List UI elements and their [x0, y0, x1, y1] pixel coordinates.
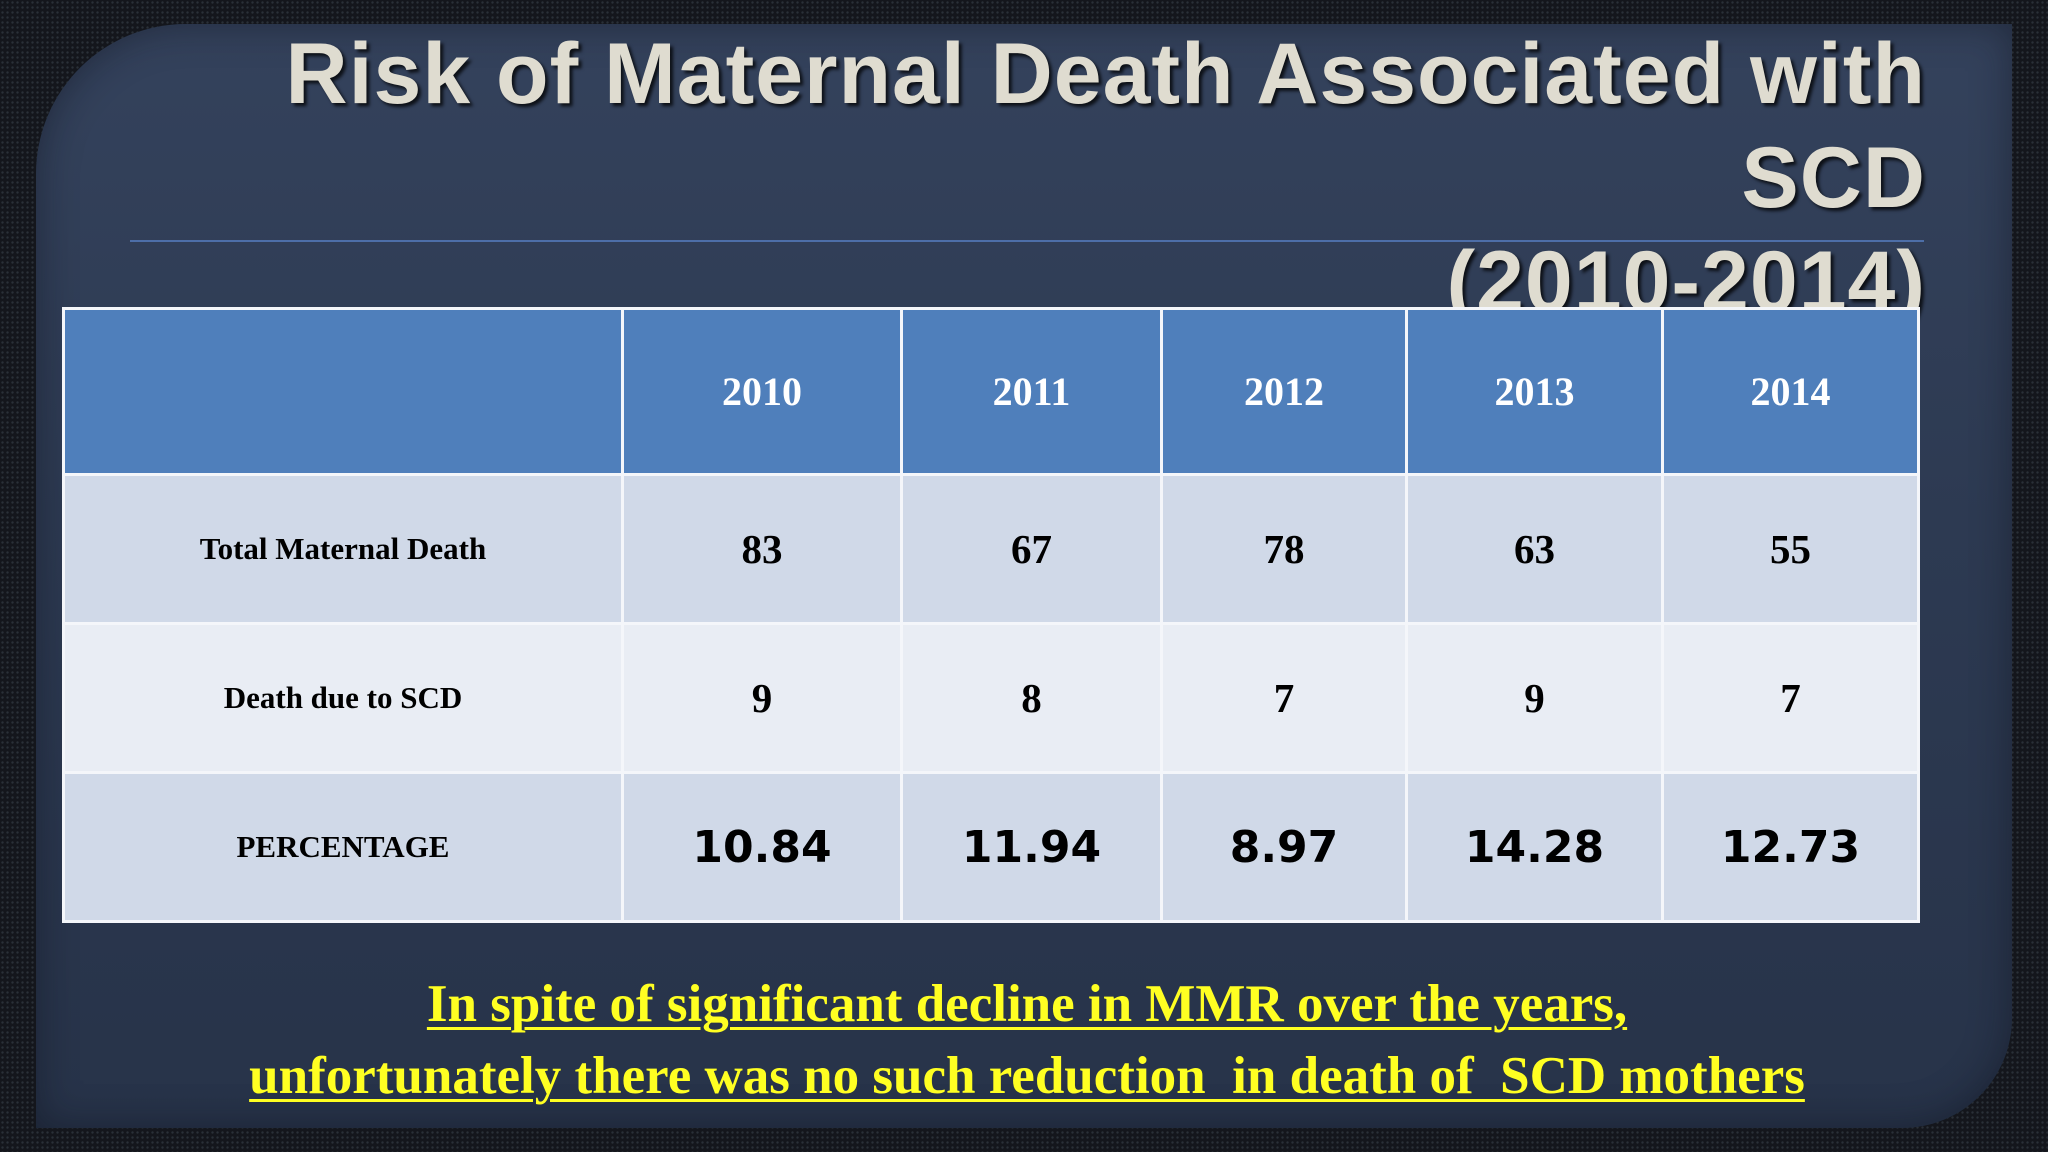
header-cell-2011: 2011	[900, 307, 1163, 476]
row-label-death-due-to-scd: Death due to SCD	[62, 622, 624, 774]
conclusion-note: In spite of significant decline in MMR o…	[62, 968, 1992, 1112]
table-row-total-maternal-death: Total Maternal Death 83 67 78 63 55	[62, 473, 1920, 625]
table-header-row: 2010 2011 2012 2013 2014	[62, 307, 1920, 476]
conclusion-note-line-2: unfortunately there was no such reductio…	[249, 1047, 1805, 1105]
cell-total-2012: 78	[1160, 473, 1408, 625]
header-cell-2013: 2013	[1405, 307, 1664, 476]
row-label-total-maternal-death: Total Maternal Death	[62, 473, 624, 625]
cell-percentage-2012: 8.97	[1160, 771, 1408, 923]
maternal-death-table: 2010 2011 2012 2013 2014 Total Maternal …	[62, 307, 1920, 923]
cell-total-2014: 55	[1661, 473, 1920, 625]
cell-total-2011: 67	[900, 473, 1163, 625]
conclusion-note-line-1: In spite of significant decline in MMR o…	[426, 975, 1628, 1033]
cell-scd-2012: 7	[1160, 622, 1408, 774]
slide-title-line-1: Risk of Maternal Death Associated with S…	[285, 26, 1926, 226]
cell-percentage-2010: 10.84	[621, 771, 903, 923]
title-divider	[130, 240, 1924, 242]
header-cell-2012: 2012	[1160, 307, 1408, 476]
cell-scd-2011: 8	[900, 622, 1163, 774]
cell-total-2010: 83	[621, 473, 903, 625]
slide-title: Risk of Maternal Death Associated with S…	[126, 22, 1926, 334]
header-cell-blank	[62, 307, 624, 476]
header-cell-2010: 2010	[621, 307, 903, 476]
cell-total-2013: 63	[1405, 473, 1664, 625]
row-label-percentage: PERCENTAGE	[62, 771, 624, 923]
cell-percentage-2011: 11.94	[900, 771, 1163, 923]
cell-percentage-2014: 12.73	[1661, 771, 1920, 923]
cell-scd-2014: 7	[1661, 622, 1920, 774]
cell-percentage-2013: 14.28	[1405, 771, 1664, 923]
table-row-death-due-to-scd: Death due to SCD 9 8 7 9 7	[62, 622, 1920, 774]
table-row-percentage: PERCENTAGE 10.84 11.94 8.97 14.28 12.73	[62, 771, 1920, 923]
cell-scd-2013: 9	[1405, 622, 1664, 774]
header-cell-2014: 2014	[1661, 307, 1920, 476]
cell-scd-2010: 9	[621, 622, 903, 774]
